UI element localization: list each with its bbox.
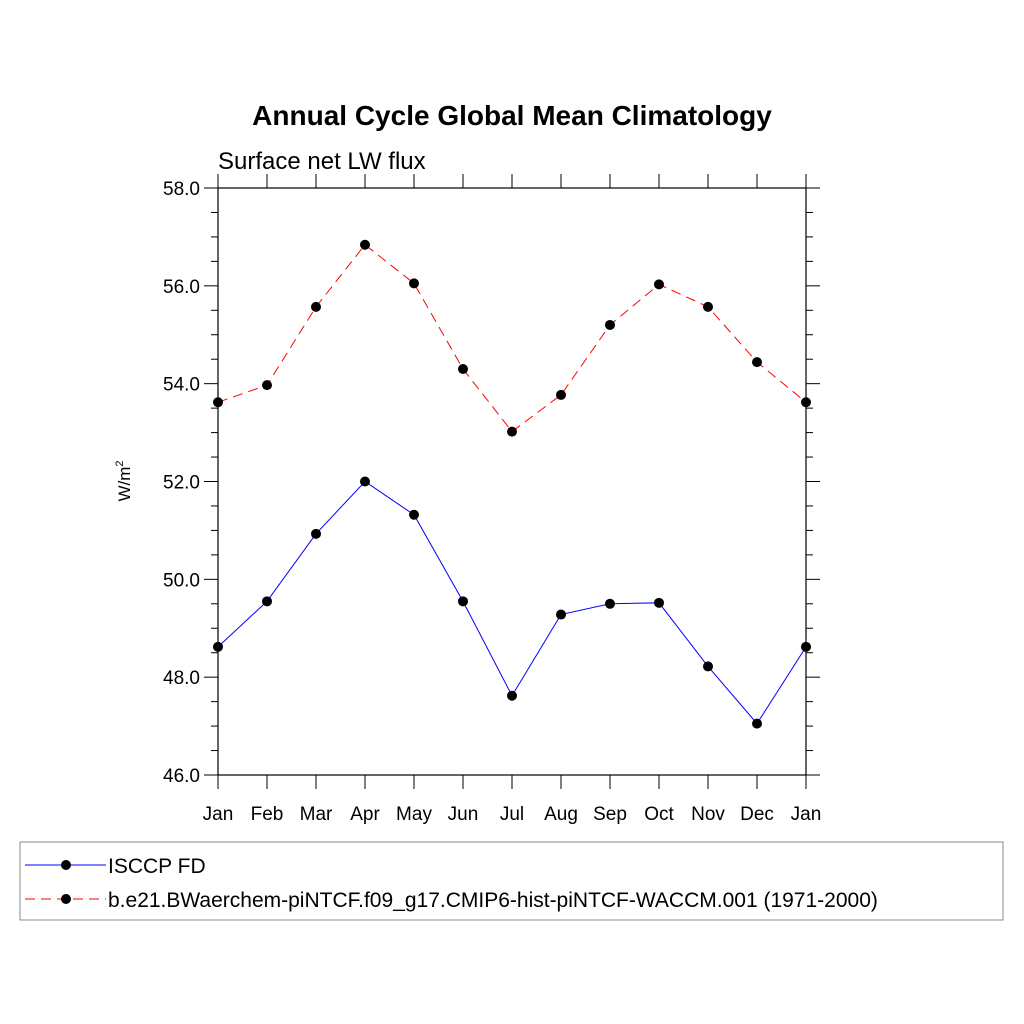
- y-tick-label: 48.0: [163, 668, 200, 689]
- x-tick-label: Mar: [300, 804, 333, 825]
- series-line: [217, 244, 807, 433]
- chart-subtitle: Surface net LW flux: [218, 148, 426, 175]
- data-point: [213, 641, 223, 652]
- data-point: [311, 528, 321, 539]
- data-point: [360, 476, 370, 487]
- x-tick-label: Nov: [691, 804, 725, 825]
- legend-marker: [61, 860, 71, 870]
- legend-label: ISCCP FD: [108, 855, 206, 878]
- data-point: [262, 596, 272, 607]
- x-tick-label: Dec: [740, 804, 774, 825]
- x-tick-label: Jan: [203, 804, 234, 825]
- data-point: [262, 380, 272, 391]
- data-point: [605, 319, 615, 330]
- data-point: [703, 661, 713, 672]
- y-tick-label: 54.0: [163, 375, 200, 396]
- legend-marker: [61, 894, 71, 904]
- x-tick-label: May: [396, 804, 432, 825]
- data-point: [507, 426, 517, 437]
- x-tick-label: Jul: [500, 804, 524, 825]
- data-point: [556, 609, 566, 620]
- legend-label: b.e21.BWaerchem-piNTCF.f09_g17.CMIP6-his…: [108, 889, 878, 912]
- axis-ticks: [204, 174, 820, 789]
- chart-title: Annual Cycle Global Mean Climatology: [252, 100, 772, 131]
- y-axis-tick-labels: 46.0 48.0 50.0 52.0 54.0 56.0 58.0: [163, 179, 200, 787]
- y-axis-label: W/m2: [114, 460, 134, 501]
- data-point: [507, 690, 517, 701]
- y-tick-label: 56.0: [163, 277, 200, 298]
- x-tick-label: Jun: [448, 804, 479, 825]
- data-point: [213, 397, 223, 408]
- legend: ISCCP FD b.e21.BWaerchem-piNTCF.f09_g17.C…: [19, 841, 1004, 921]
- y-tick-label: 46.0: [163, 766, 200, 787]
- y-tick-label: 52.0: [163, 473, 200, 494]
- data-point: [605, 598, 615, 609]
- y-axis-label-superscript: 2: [114, 460, 126, 466]
- y-axis-label-text: W/m: [115, 467, 134, 502]
- series-layer: [213, 239, 811, 729]
- plot-area-frame: [217, 187, 807, 776]
- legend-box: [19, 841, 1004, 921]
- x-tick-label: Sep: [593, 804, 627, 825]
- data-point: [458, 596, 468, 607]
- series-line: [217, 480, 807, 725]
- x-tick-label: Feb: [251, 804, 284, 825]
- data-point: [409, 278, 419, 289]
- x-axis-tick-labels: Jan Feb Mar Apr May Jun Jul Aug Sep Oct Nov Dec Jan: [203, 804, 822, 825]
- data-point: [360, 239, 370, 250]
- x-tick-label: Apr: [350, 804, 380, 825]
- data-point: [654, 597, 664, 608]
- data-point: [311, 301, 321, 312]
- data-point: [752, 718, 762, 729]
- legend-items: ISCCP FD b.e21.BWaerchem-piNTCF.f09_g17.C…: [25, 855, 878, 912]
- data-point: [654, 279, 664, 290]
- x-tick-label: Oct: [644, 804, 674, 825]
- y-tick-label: 50.0: [163, 570, 200, 591]
- data-point: [801, 397, 811, 408]
- data-point: [703, 301, 713, 312]
- data-point: [801, 641, 811, 652]
- data-point: [556, 389, 566, 400]
- x-tick-label: Jan: [791, 804, 822, 825]
- y-tick-label: 58.0: [163, 179, 200, 200]
- data-point: [458, 363, 468, 374]
- data-point: [409, 509, 419, 520]
- x-tick-label: Aug: [544, 804, 578, 825]
- data-point: [752, 357, 762, 368]
